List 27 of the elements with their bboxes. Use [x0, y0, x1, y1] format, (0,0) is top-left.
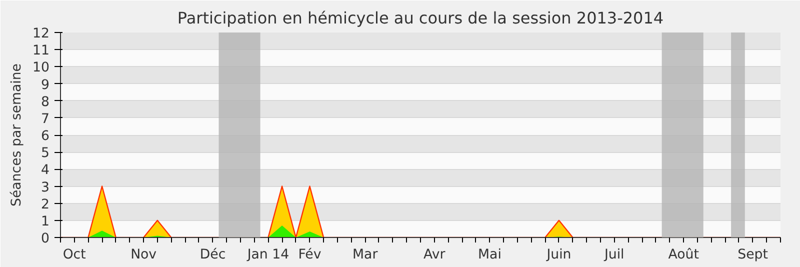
- x-tick-label: Déc: [200, 248, 226, 262]
- chart-title: Participation en hémicycle au cours de la session 2013-2014: [177, 8, 664, 28]
- x-tick-label: Mai: [478, 248, 502, 262]
- y-tick-label: 3: [41, 180, 50, 196]
- x-tick-label: Août: [668, 248, 699, 262]
- y-tick-label: 6: [41, 129, 50, 144]
- x-tick-label: Fév: [298, 248, 322, 262]
- y-tick-label: 10: [32, 60, 50, 76]
- x-tick-label: Jan 14: [246, 248, 290, 262]
- x-tick-label: Nov: [130, 248, 157, 262]
- y-tick-label: 1: [41, 214, 50, 230]
- y-tick-label: 7: [41, 112, 50, 127]
- x-tick-label: Mar: [352, 248, 378, 262]
- y-tick-label: 5: [41, 146, 50, 162]
- y-tick-label: 0: [41, 232, 50, 246]
- y-axis-title: Séances par semaine: [10, 64, 25, 206]
- y-tick-label: 2: [41, 197, 50, 212]
- y-tick-label: 8: [41, 94, 50, 110]
- x-tick-label: Sept: [738, 248, 768, 262]
- x-tick-label: Avr: [423, 248, 446, 262]
- y-tick-label: 4: [41, 163, 50, 178]
- y-tick-label: 9: [41, 78, 50, 93]
- x-tick-label: Juil: [603, 248, 624, 262]
- x-tick-label: Oct: [62, 248, 86, 262]
- y-tick-label: 11: [32, 44, 50, 59]
- x-tick-label: Juin: [546, 248, 572, 262]
- y-tick-label: 12: [32, 26, 50, 42]
